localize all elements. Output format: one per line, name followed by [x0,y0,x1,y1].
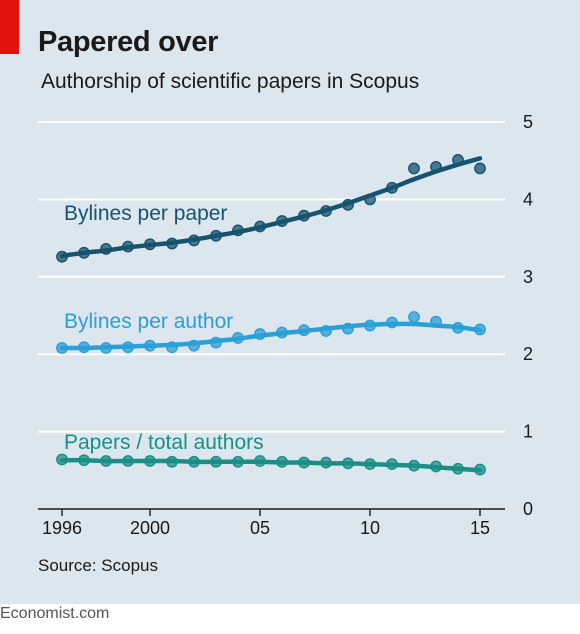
trend-line [59,321,483,351]
x-axis: 1996 2000 05 10 15 [38,508,505,538]
y-tick-label: 1 [523,422,533,442]
series-layer [56,154,486,476]
series-1 [56,154,486,263]
y-tick-label: 3 [523,267,533,287]
series-label: Bylines per paper [64,202,227,225]
x-tick-label: 05 [250,518,270,538]
grid-lines [38,121,505,433]
y-axis-labels: 0 1 2 3 4 5 [523,112,533,519]
series-label: Papers / total authors [64,431,264,454]
x-tick-label: 10 [360,518,380,538]
series-labels: Bylines per paper Bylines per author Paper… [64,202,264,454]
chart-card [0,0,580,604]
source-note: Source: Scopus [38,556,159,575]
x-tick-label: 15 [470,518,490,538]
data-point [408,311,420,323]
series-2 [56,311,486,354]
chart-title: Papered over [38,26,219,58]
series-3 [56,453,486,476]
data-point [408,162,420,175]
economist-brand: Economist.com [0,605,110,622]
x-tick-label: 2000 [130,518,170,538]
brand-red-tag [0,0,19,54]
y-tick-label: 2 [523,344,533,364]
y-tick-label: 5 [523,112,533,132]
trend-line [59,156,483,259]
y-tick-label: 0 [523,499,533,519]
trend-line [59,457,483,473]
data-point [474,162,486,175]
y-tick-label: 4 [523,189,533,209]
series-label: Bylines per author [64,310,233,333]
x-tick-label: 1996 [42,518,82,538]
chart-subtitle: Authorship of scientific papers in Scopu… [41,70,420,93]
